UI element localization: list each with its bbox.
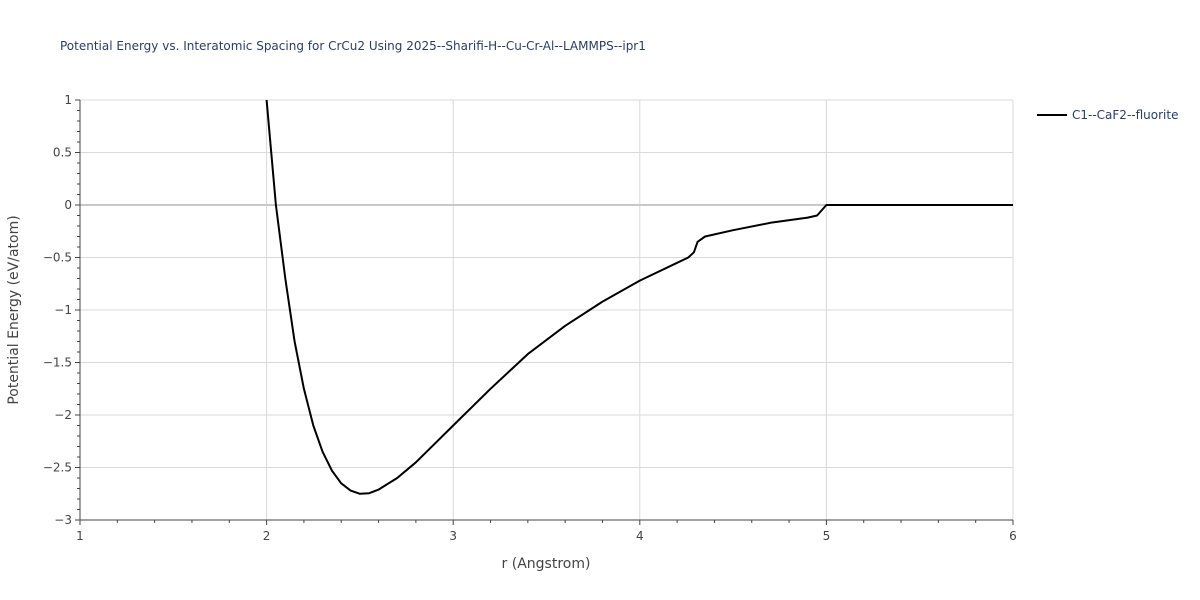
- y-axis-title: Potential Energy (eV/atom): [6, 215, 22, 404]
- series-group: [265, 99, 1013, 495]
- y-tick-labels: 1 0.5 0 −0.5 −1 −1.5 −2 −2.5 −3: [43, 93, 72, 527]
- x-tick-label: 6: [1009, 529, 1017, 543]
- legend-label: C1--CaF2--fluorite: [1072, 108, 1178, 122]
- x-tick-label: 5: [823, 529, 831, 543]
- y-gridlines: [80, 99, 1013, 468]
- y-tick-label: −2.5: [43, 461, 72, 475]
- y-tick-label: 0.5: [53, 146, 72, 160]
- y-tick-label: −3: [54, 513, 72, 527]
- x-tick-label: 3: [449, 529, 457, 543]
- y-tick-label: −1: [54, 303, 72, 317]
- y-tick-label: 0: [64, 198, 72, 212]
- series-line: [265, 99, 1013, 495]
- y-tick-label: −2: [54, 408, 72, 422]
- y-tick-label: −1.5: [43, 356, 72, 370]
- x-tick-labels: 1 2 3 4 5 6: [76, 529, 1017, 543]
- x-axis-title: r (Angstrom): [502, 556, 591, 572]
- minor-ticks: [75, 99, 1014, 525]
- x-tick-label: 2: [263, 529, 271, 543]
- x-tick-label: 4: [636, 529, 644, 543]
- y-tick-label: −0.5: [43, 251, 72, 265]
- y-tick-label: 1: [64, 93, 72, 107]
- legend[interactable]: C1--CaF2--fluorite: [1037, 108, 1178, 122]
- x-tick-label: 1: [76, 529, 84, 543]
- chart-title: Potential Energy vs. Interatomic Spacing…: [60, 39, 646, 53]
